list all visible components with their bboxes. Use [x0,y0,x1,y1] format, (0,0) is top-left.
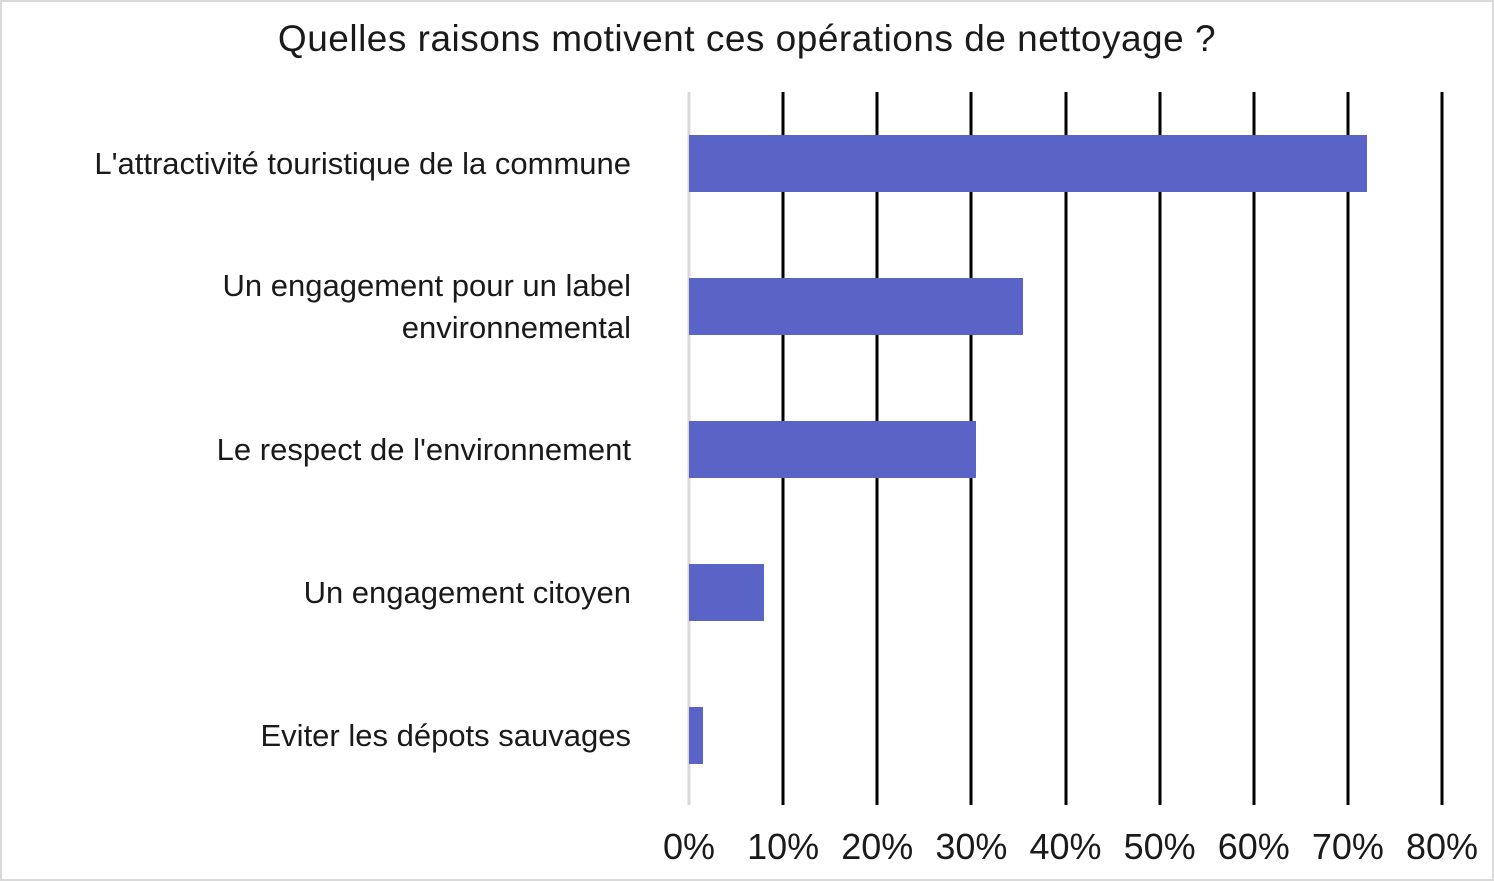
x-tick-label: 50% [1123,826,1196,867]
x-tick-label: 60% [1217,826,1290,867]
gridline [1346,92,1350,805]
gridline [1158,92,1162,805]
bar [689,707,704,764]
chart-title: Quelles raisons motivent ces opérations … [277,18,1217,59]
bar [689,278,1024,335]
x-tick-label: 0% [662,826,716,867]
gridline [1252,92,1256,805]
category-label: Un engagement citoyen [303,574,631,610]
category-label: Un engagement pour un label environnemen… [222,268,631,345]
category-label: Le respect de l'environnement [216,431,631,467]
x-tick-label: 20% [841,826,914,867]
x-tick-label: 30% [935,826,1008,867]
value-axis: 0% 10% 20% 30% 40% 50% 60% 70% 80% [663,826,1478,874]
bar [689,135,1367,192]
x-tick-label: 70% [1311,826,1384,867]
x-tick-label: 80% [1405,826,1479,867]
gridline [1064,92,1067,805]
category-label: Eviter les dépots sauvages [260,717,632,753]
gridline [1440,92,1444,805]
bar [689,564,765,621]
plot-area [687,92,1444,805]
category-axis: L'attractivité touristique de la commune… [2,92,659,807]
bar [689,421,977,478]
x-tick-label: 40% [1029,826,1102,867]
x-tick-label: 10% [747,826,820,867]
category-label: L'attractivité touristique de la commune [94,145,631,181]
